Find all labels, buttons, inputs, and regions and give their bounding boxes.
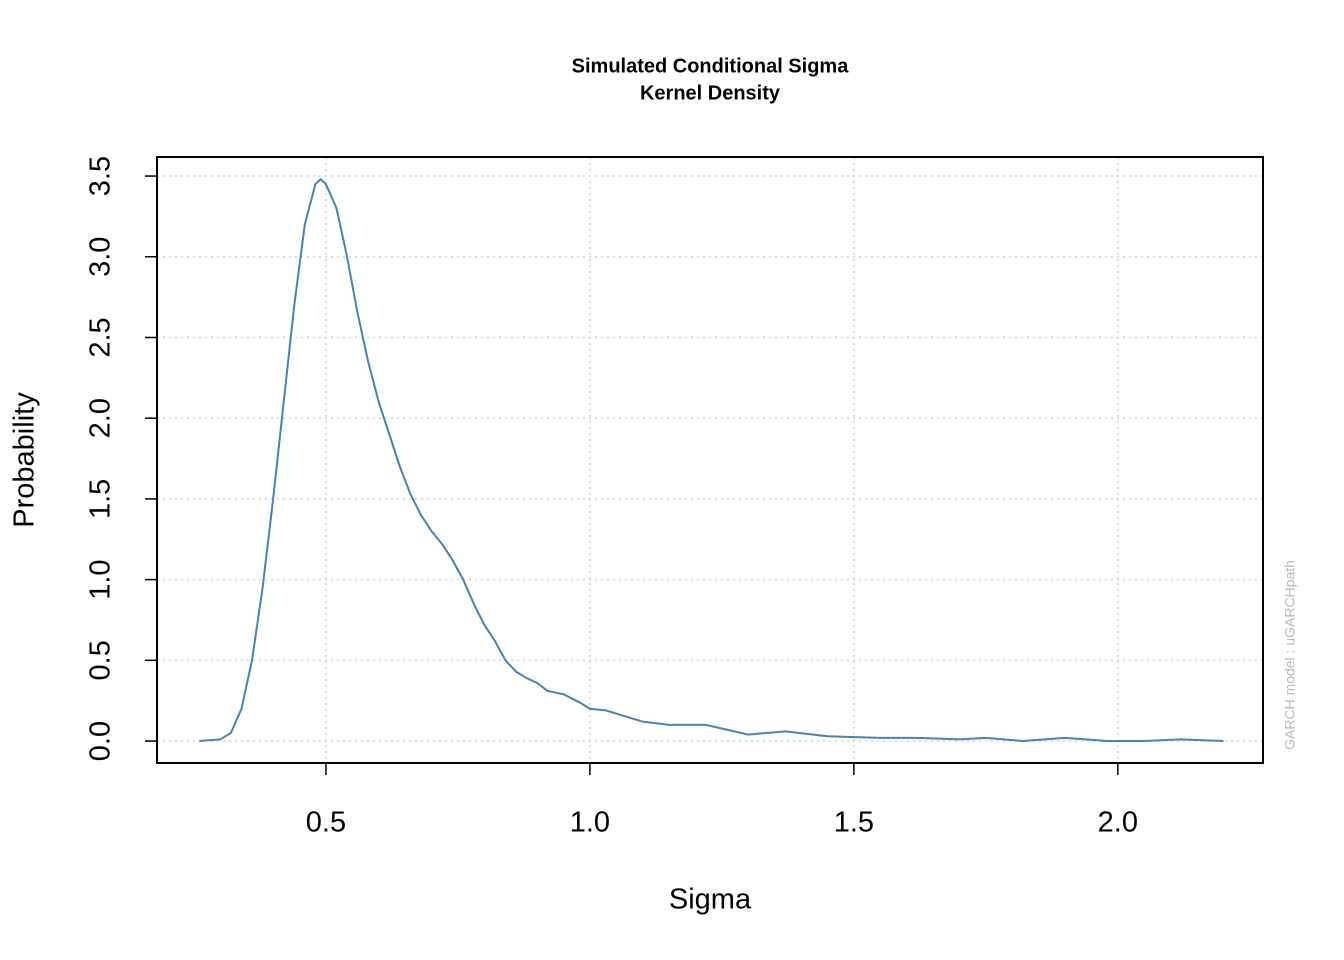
chart-title: Simulated Conditional Sigma <box>572 55 850 77</box>
y-axis-label: Probability <box>9 392 41 528</box>
x-axis-label: Sigma <box>669 884 752 916</box>
y-tick-label: 1.0 <box>85 559 117 599</box>
y-tick-label: 3.0 <box>85 237 117 277</box>
x-tick-label: 1.0 <box>570 807 610 839</box>
y-tick-label: 2.5 <box>85 317 117 357</box>
y-tick-label: 2.0 <box>85 398 117 438</box>
density-line <box>199 177 1224 743</box>
x-tick-label: 0.5 <box>306 807 346 839</box>
y-tick-label: 3.5 <box>85 156 117 196</box>
x-tick-label: 2.0 <box>1098 807 1138 839</box>
plot-frame <box>156 156 1264 764</box>
y-tick-label: 0.5 <box>85 640 117 680</box>
x-tick-label: 1.5 <box>834 807 874 839</box>
annotation: GARCH model : uGARCHpath <box>1282 560 1298 750</box>
chart-subtitle: Kernel Density <box>640 82 781 104</box>
y-tick-label: 0.0 <box>85 721 117 761</box>
y-tick-label: 1.5 <box>85 479 117 519</box>
